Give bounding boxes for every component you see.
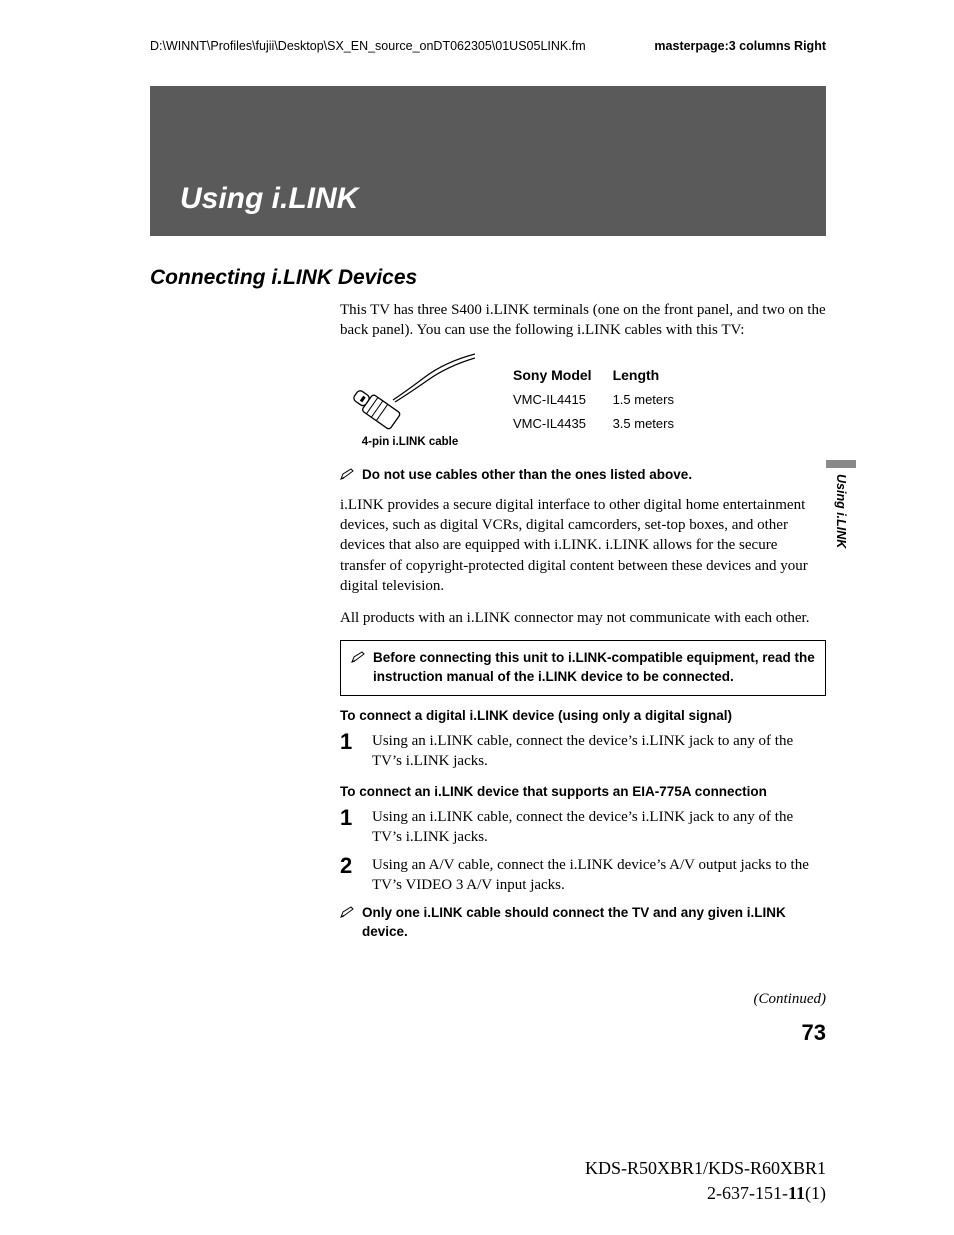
paragraph-compat: All products with an i.LINK connector ma… (340, 608, 826, 628)
step-row: 2 Using an A/V cable, connect the i.LINK… (340, 855, 826, 896)
footer-model: KDS-R50XBR1/KDS-R60XBR1 (585, 1156, 826, 1180)
note-no-other-cables: Do not use cables other than the ones li… (340, 466, 826, 485)
section-title: Connecting i.LINK Devices (150, 266, 826, 290)
page-number: 73 (340, 1020, 826, 1046)
note-text: Before connecting this unit to i.LINK-co… (373, 649, 815, 687)
step-row: 1 Using an i.LINK cable, connect the dev… (340, 807, 826, 848)
pencil-note-icon (340, 906, 354, 918)
col-header-length: Length (612, 366, 692, 387)
step-text: Using an i.LINK cable, connect the devic… (372, 731, 826, 772)
pencil-note-icon (351, 651, 365, 663)
page-root: D:\WINNT\Profiles\fujii\Desktop\SX_EN_so… (0, 0, 954, 1235)
cell-length: 1.5 meters (612, 389, 692, 411)
pencil-note-icon (340, 468, 354, 480)
footer-docnum: 2-637-151-11(1) (585, 1181, 826, 1205)
note-read-manual: Before connecting this unit to i.LINK-co… (351, 649, 815, 687)
footer-docnum-c: (1) (805, 1183, 826, 1203)
step-number: 1 (340, 807, 358, 848)
page-footer: KDS-R50XBR1/KDS-R60XBR1 2-637-151-11(1) (585, 1156, 826, 1205)
note-box-read-manual: Before connecting this unit to i.LINK-co… (340, 640, 826, 696)
footer-docnum-a: 2-637-151- (707, 1183, 788, 1203)
col-header-model: Sony Model (512, 366, 610, 387)
chapter-bar: Using i.LINK (150, 86, 826, 236)
paragraph-ilink-desc: i.LINK provides a secure digital interfa… (340, 495, 826, 596)
step-number: 2 (340, 855, 358, 896)
cell-length: 3.5 meters (612, 413, 692, 435)
table-row: VMC-IL4435 3.5 meters (512, 413, 692, 435)
step-text: Using an A/V cable, connect the i.LINK d… (372, 855, 826, 896)
table-header-row: Sony Model Length (512, 366, 692, 387)
body-column: This TV has three S400 i.LINK terminals … (340, 300, 826, 1047)
note-text: Do not use cables other than the ones li… (362, 466, 692, 485)
cable-row: 4-pin i.LINK cable Sony Model Length VMC… (340, 352, 826, 448)
continued-label: (Continued) (340, 991, 826, 1008)
cell-model: VMC-IL4435 (512, 413, 610, 435)
side-tab: Using i.LINK (826, 460, 856, 548)
header-masterpage: masterpage:3 columns Right (654, 38, 826, 56)
step-text: Using an i.LINK cable, connect the devic… (372, 807, 826, 848)
footer-docnum-b: 11 (788, 1183, 805, 1203)
table-row: VMC-IL4415 1.5 meters (512, 389, 692, 411)
ilink-cable-icon (345, 352, 475, 432)
header-filepath: D:\WINNT\Profiles\fujii\Desktop\SX_EN_so… (150, 38, 550, 56)
cell-model: VMC-IL4415 (512, 389, 610, 411)
page-header: D:\WINNT\Profiles\fujii\Desktop\SX_EN_so… (150, 38, 826, 56)
cable-table: Sony Model Length VMC-IL4415 1.5 meters … (510, 364, 694, 436)
proc2-heading: To connect an i.LINK device that support… (340, 784, 826, 799)
proc1-heading: To connect a digital i.LINK device (usin… (340, 708, 826, 723)
note-one-cable: Only one i.LINK cable should connect the… (340, 904, 826, 942)
side-tab-bar (826, 460, 856, 468)
note-text: Only one i.LINK cable should connect the… (362, 904, 826, 942)
cable-caption: 4-pin i.LINK cable (362, 436, 459, 448)
side-tab-label: Using i.LINK (834, 474, 848, 548)
intro-paragraph: This TV has three S400 i.LINK terminals … (340, 300, 826, 341)
chapter-title: Using i.LINK (180, 182, 358, 216)
step-row: 1 Using an i.LINK cable, connect the dev… (340, 731, 826, 772)
cable-figure: 4-pin i.LINK cable (340, 352, 480, 448)
step-number: 1 (340, 731, 358, 772)
